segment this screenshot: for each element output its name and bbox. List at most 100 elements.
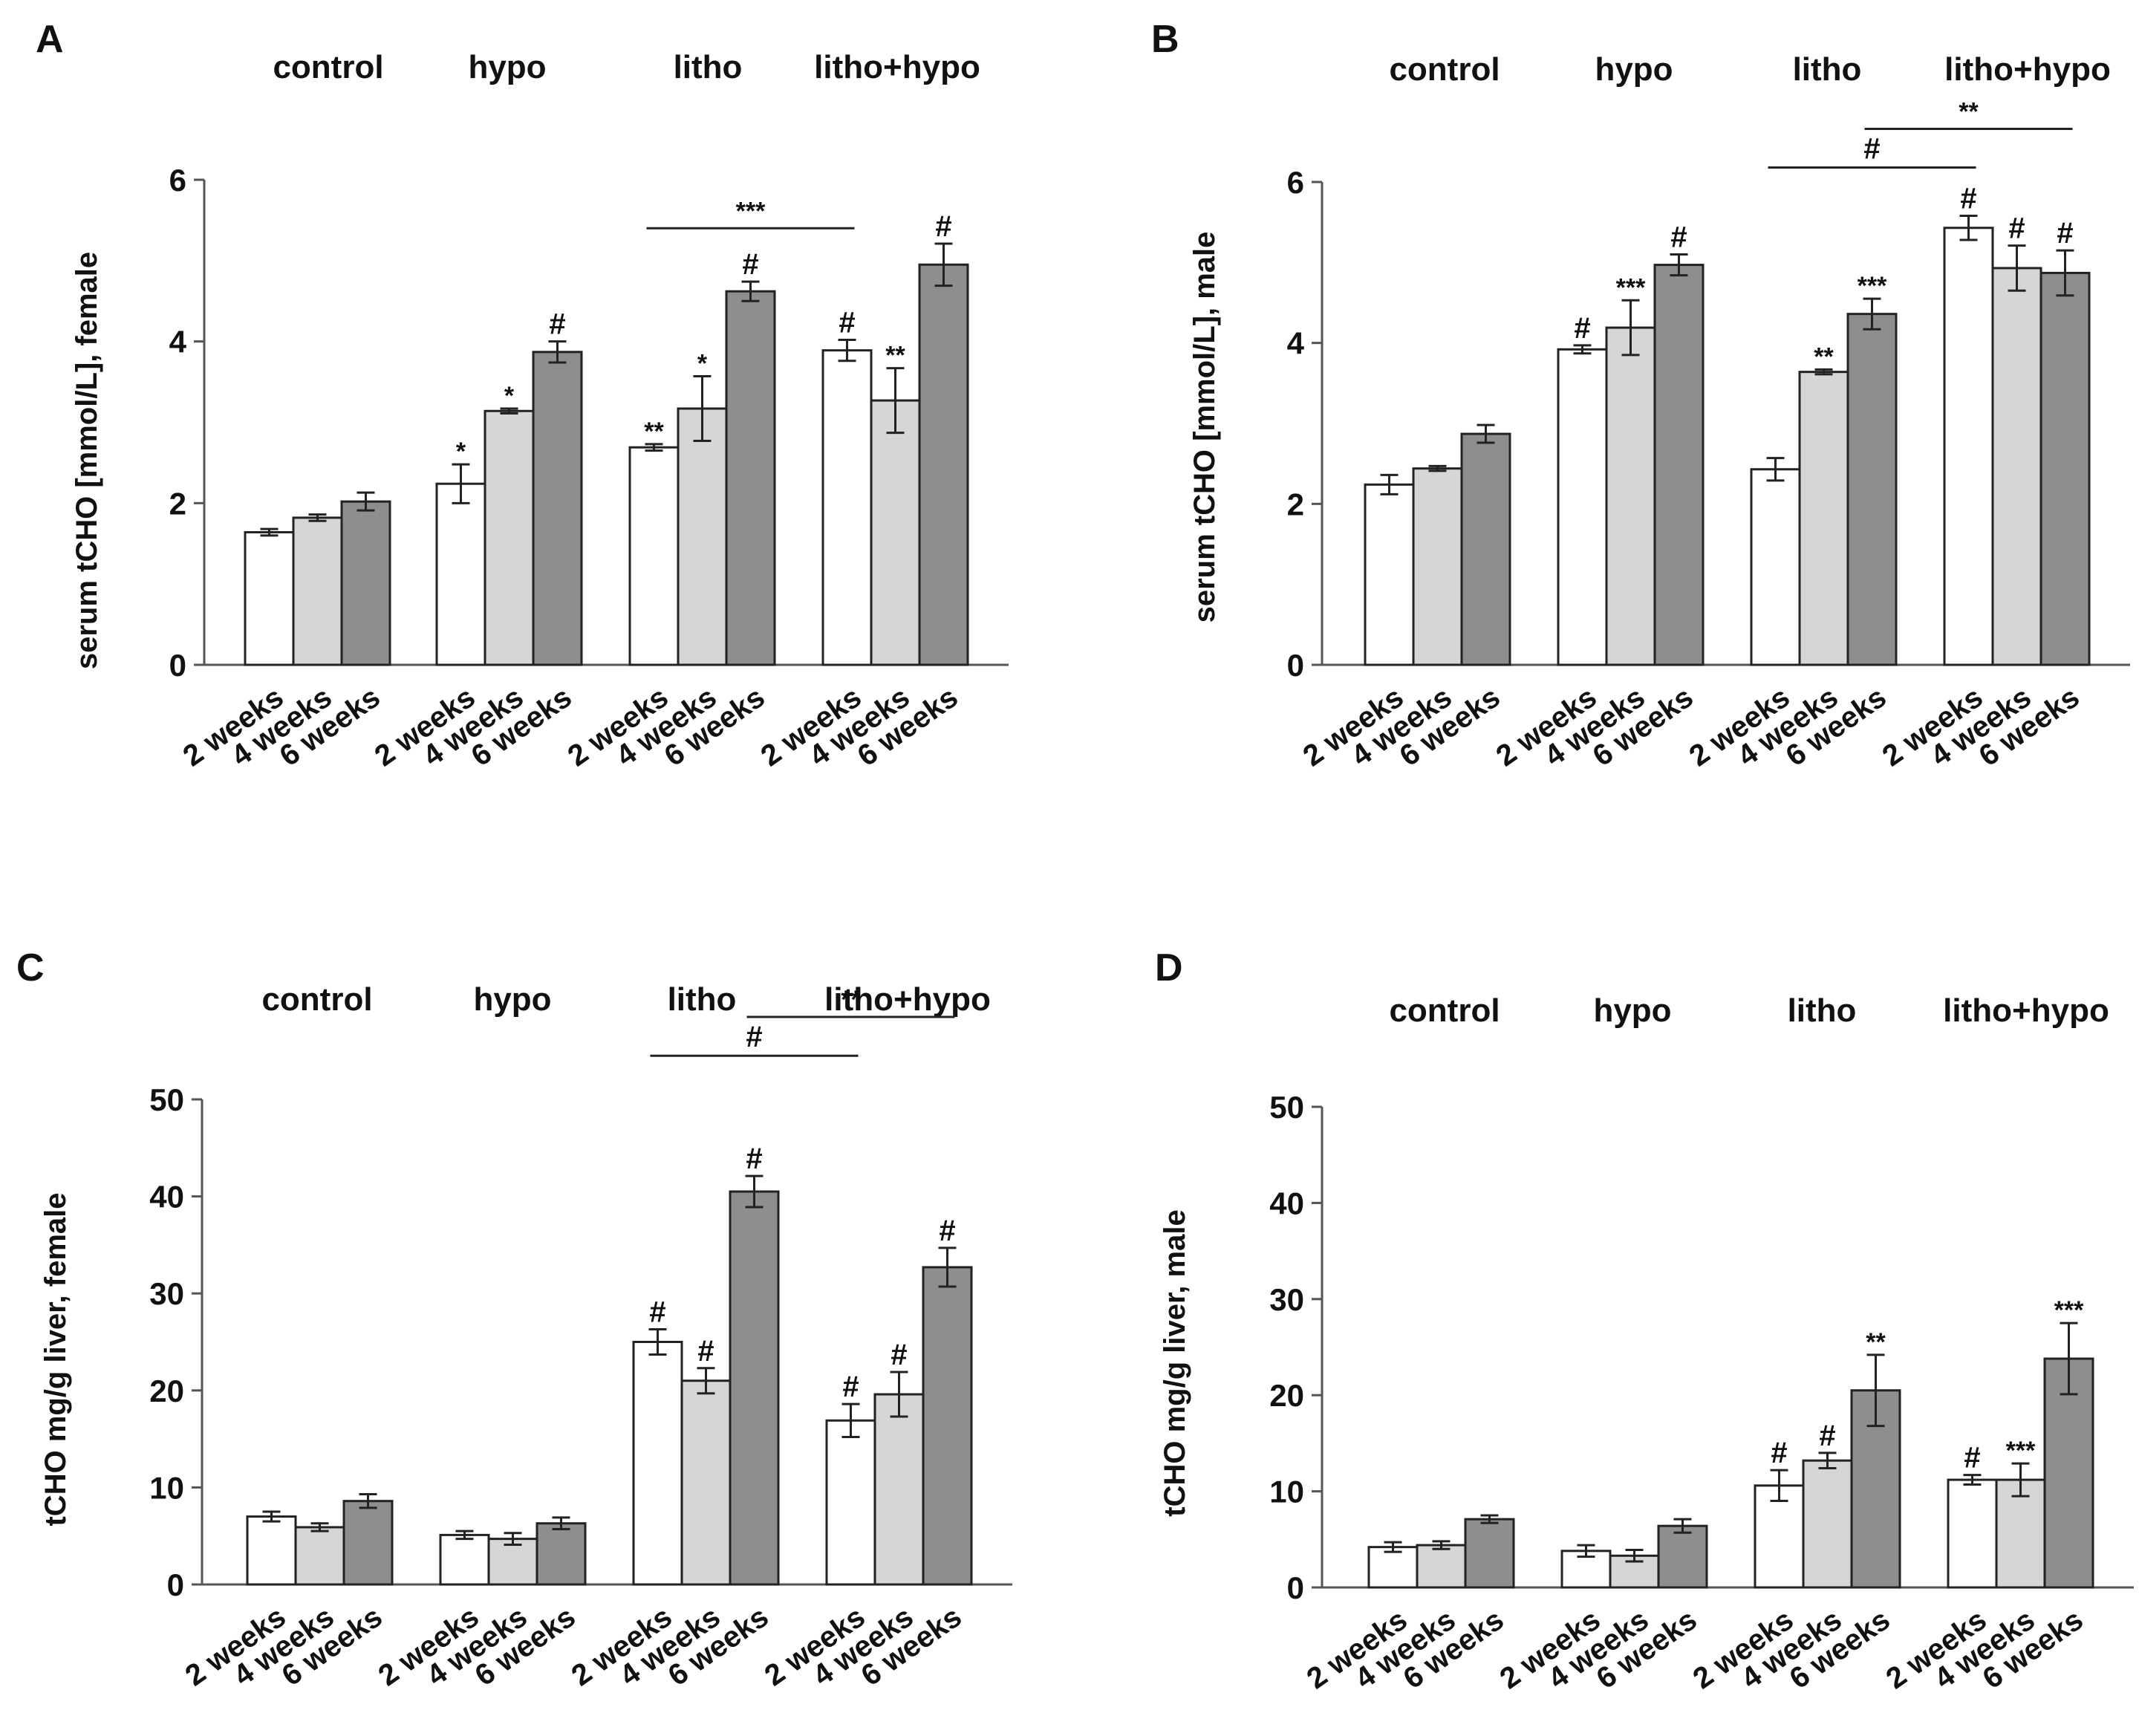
group-label: litho (674, 49, 743, 85)
bar (487, 1538, 538, 1586)
significance-label: * (504, 382, 515, 410)
bar (1991, 267, 2042, 666)
significance-label: # (1964, 1442, 1980, 1475)
bar (677, 407, 728, 666)
significance-label: # (1819, 1420, 1835, 1452)
bar (1367, 1546, 1419, 1589)
y-tick-label: 6 (169, 163, 186, 198)
bar (821, 349, 873, 666)
bar (1412, 467, 1463, 666)
significance-label: # (842, 1371, 859, 1403)
significance-label: # (839, 306, 855, 339)
y-tick-label: 6 (1287, 165, 1304, 200)
y-tick-label: 30 (149, 1276, 184, 1311)
group-label: litho (668, 981, 737, 1018)
bar (2039, 271, 2091, 666)
panel-letter: C (16, 946, 45, 989)
panel-d: D tCHO mg/g liver, male control hypo litho… (1155, 946, 2134, 1695)
group-label: litho (1793, 51, 1862, 88)
bar (922, 1266, 973, 1586)
panel-letter: B (1151, 18, 1179, 61)
bracket-label: # (746, 1021, 762, 1053)
panel-letter: A (36, 18, 64, 61)
significance-label: ** (644, 417, 664, 446)
significance-label: # (1960, 183, 1976, 215)
significance-label: # (697, 1335, 714, 1368)
significance-label: ** (1866, 1328, 1886, 1356)
bar (246, 1515, 297, 1586)
significance-label: # (1574, 312, 1590, 345)
panel-c: C tCHO mg/g liver, female control hypo lit… (16, 946, 1012, 1692)
bar (439, 1533, 490, 1586)
significance-label: *** (1616, 273, 1646, 302)
group-label: litho+hypo (814, 49, 980, 85)
significance-label: # (2057, 217, 2073, 250)
bar (292, 516, 343, 666)
significance-label: ** (885, 342, 905, 370)
group-label: hypo (1595, 51, 1673, 88)
panel-b: B serum tCHO [mmol/L], male control hypo l… (1151, 18, 2130, 773)
y-tick-label: 20 (149, 1373, 184, 1408)
panel-ylabel: tCHO mg/g liver, male (1159, 1209, 1191, 1516)
significance-label: # (2008, 212, 2025, 245)
bar (1750, 468, 1801, 666)
group-label: litho+hypo (1944, 51, 2111, 88)
bar (1653, 264, 1705, 666)
y-tick-label: 0 (167, 1567, 184, 1602)
significance-label: ** (1814, 342, 1834, 371)
y-tick-label: 2 (169, 486, 186, 521)
bar (1464, 1518, 1515, 1589)
significance-label: # (1771, 1437, 1787, 1469)
significance-label: # (549, 308, 565, 341)
bar (435, 482, 486, 666)
bar (1657, 1524, 1708, 1589)
bar (1947, 1478, 1998, 1589)
group-label: hypo (1593, 992, 1671, 1029)
bar (628, 446, 680, 666)
significance-label: *** (1858, 272, 1887, 300)
group-label: litho+hypo (824, 981, 991, 1018)
bar (725, 290, 776, 666)
bar (632, 1341, 683, 1586)
group-label: control (273, 49, 383, 85)
bar (340, 500, 391, 666)
bar (825, 1419, 876, 1586)
group-label: litho (1788, 992, 1857, 1029)
y-tick-label: 50 (149, 1082, 184, 1117)
y-tick-label: 20 (1269, 1378, 1304, 1413)
y-tick-label: 0 (1287, 648, 1304, 683)
bracket-label: # (1863, 133, 1880, 166)
panel-ylabel: serum tCHO [mmol/L], female (71, 252, 103, 669)
group-label: hypo (468, 49, 546, 85)
bar (294, 1526, 345, 1586)
significance-label: * (697, 349, 708, 377)
bar (1416, 1544, 1467, 1589)
group-label: control (1389, 992, 1500, 1029)
bar (1460, 432, 1511, 666)
bar (1802, 1459, 1853, 1589)
bar (484, 409, 535, 666)
bar (680, 1379, 732, 1586)
significance-label: # (935, 210, 951, 243)
y-tick-label: 10 (149, 1470, 184, 1505)
bar (1995, 1478, 2046, 1589)
significance-label: # (1670, 221, 1687, 254)
bar (1846, 313, 1898, 666)
bar (342, 1500, 394, 1586)
bar (870, 399, 921, 666)
panel-letter: D (1155, 946, 1183, 989)
group-label: control (261, 981, 372, 1018)
bar (535, 1522, 587, 1586)
bar (729, 1190, 780, 1586)
group-label: hypo (473, 981, 551, 1018)
significance-label: *** (2054, 1296, 2084, 1324)
bar (1364, 483, 1415, 666)
y-tick-label: 40 (1269, 1186, 1304, 1220)
significance-label: # (939, 1215, 955, 1247)
bar (1798, 371, 1849, 666)
bar (873, 1393, 925, 1586)
